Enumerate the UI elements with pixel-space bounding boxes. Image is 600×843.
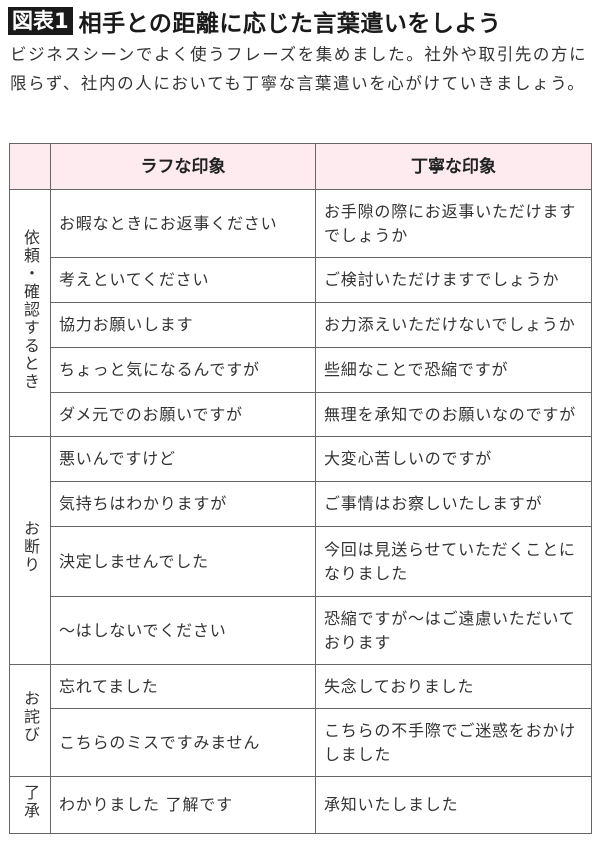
- lead-paragraph: ビジネスシーンでよく使うフレーズを集めました。社外や取引先の方に限らず、社内の人…: [10, 45, 588, 93]
- rough-phrase-cell: 悪いんですけど: [50, 436, 316, 482]
- polite-phrase-cell: ご事情はお察しいたしますが: [315, 481, 592, 527]
- category-cell: お断り: [9, 436, 51, 665]
- polite-phrase-cell: こちらの不手際でご迷惑をおかけしました: [315, 708, 592, 777]
- figure-badge: 図表1: [8, 7, 73, 35]
- category-label: 依頼・確認するとき: [21, 228, 40, 391]
- rough-phrase-cell: 〜はしないでください: [50, 596, 316, 665]
- polite-phrase-cell: 失念しておりました: [315, 664, 592, 709]
- rough-phrase-cell: 協力お願いします: [50, 302, 316, 348]
- table-row: お断り 悪いんですけど 大変心苦しいのですが: [9, 436, 592, 665]
- header-category: [9, 143, 51, 190]
- rough-phrase-cell: 決定しませんでした: [50, 526, 316, 597]
- polite-phrase-cell: お手隙の際にお返事いただけますでしょうか: [315, 189, 592, 258]
- rough-phrase-cell: ダメ元でのお願いですが: [50, 392, 316, 437]
- category-cell: お詫び: [9, 664, 51, 777]
- figure-title-text: 相手との距離に応じた言葉遣いをしよう: [78, 11, 502, 37]
- rough-phrase-cell: 忘れてました: [50, 664, 316, 709]
- table-row: ダメ元でのお願いですが 無理を承知でのお願いなのですが: [10, 392, 592, 437]
- rough-phrase-cell: お暇なときにお返事ください: [50, 189, 316, 258]
- category-label: お断り: [21, 520, 40, 574]
- table-row: 気持ちはわかりますが ご事情はお察しいたしますが: [10, 481, 592, 527]
- rough-phrase-cell: 気持ちはわかりますが: [50, 481, 316, 527]
- header-rough: ラフな印象: [50, 143, 316, 190]
- header-row: ラフな印象 丁寧な印象: [9, 143, 592, 190]
- table-row: お詫び 忘れてました 失念しておりました: [9, 664, 592, 777]
- header-polite: 丁寧な印象: [315, 143, 592, 190]
- category-label: 了承: [21, 783, 40, 820]
- table-row: 依頼・確認するとき お暇なときにお返事ください お手隙の際にお返事いただけますでしょ…: [9, 189, 592, 437]
- polite-phrase-cell: 恐縮ですが〜はご遠慮いただいております: [315, 596, 592, 665]
- rough-phrase-cell: わかりました 了解です: [50, 776, 316, 834]
- table-row: ちょっと気になるんですが 些細なことで恐縮ですが: [10, 347, 592, 393]
- category-cell: 依頼・確認するとき: [9, 189, 51, 437]
- polite-phrase-cell: お力添えいただけないでしょうか: [315, 302, 592, 348]
- polite-phrase-cell: 今回は見送らせていただくことになりました: [315, 526, 592, 597]
- polite-phrase-cell: 無理を承知でのお願いなのですが: [315, 392, 592, 437]
- figure-title: 図表1 相手との距離に応じた言葉遣いをしよう: [8, 4, 501, 38]
- table-row: こちらのミスですみません こちらの不手際でご迷惑をおかけしました: [10, 708, 592, 777]
- table-row: 〜はしないでください 恐縮ですが〜はご遠慮いただいております: [10, 596, 592, 665]
- rough-phrase-cell: こちらのミスですみません: [50, 708, 316, 777]
- category-label: お詫び: [21, 690, 40, 744]
- polite-phrase-cell: ご検討いただけますでしょうか: [315, 257, 592, 303]
- polite-phrase-cell: 些細なことで恐縮ですが: [315, 347, 592, 393]
- table-body: 依頼・確認するとき お暇なときにお返事ください お手隙の際にお返事いただけますでしょ…: [9, 189, 592, 834]
- table-row: 了承 わかりました 了解です 承知いたしました: [9, 776, 592, 834]
- polite-phrase-cell: 承知いたしました: [315, 776, 592, 834]
- table-row: 考えといてください ご検討いただけますでしょうか: [10, 257, 592, 303]
- rough-phrase-cell: 考えといてください: [50, 257, 316, 303]
- table-row: 決定しませんでした 今回は見送らせていただくことになりました: [10, 526, 592, 597]
- category-cell: 了承: [9, 776, 51, 834]
- rough-phrase-cell: ちょっと気になるんですが: [50, 347, 316, 393]
- phrase-table: ラフな印象 丁寧な印象 依頼・確認するとき お暇なときにお返事ください お手隙の際に…: [9, 143, 592, 834]
- polite-phrase-cell: 大変心苦しいのですが: [315, 436, 592, 482]
- table-row: 協力お願いします お力添えいただけないでしょうか: [10, 302, 592, 348]
